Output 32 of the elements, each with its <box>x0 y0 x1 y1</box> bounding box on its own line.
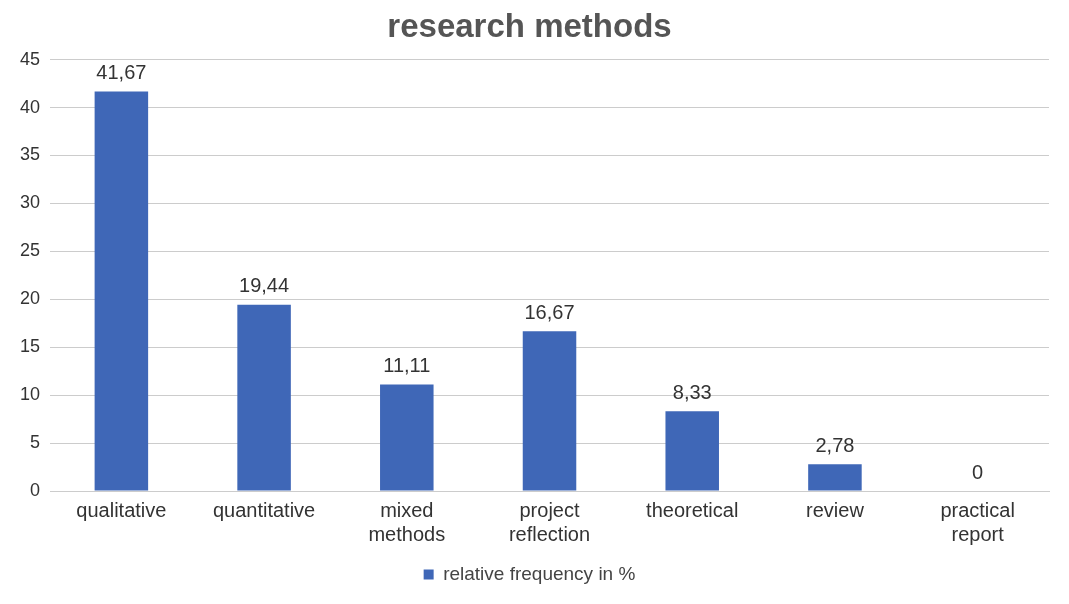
x-tick-label: mixed methods <box>368 498 446 545</box>
chart-title: research methods <box>387 6 672 44</box>
y-tick-label: 10 <box>19 384 41 405</box>
x-tick-label: quantitative <box>212 498 316 521</box>
y-tick-label: 35 <box>19 144 41 165</box>
x-tick-label: qualitative <box>76 498 167 521</box>
data-label: 11,11 <box>383 354 431 377</box>
y-tick-label: 0 <box>30 479 41 500</box>
x-tick-label: practical report <box>940 498 1015 545</box>
data-label: 16,67 <box>524 300 575 323</box>
y-tick-label: 45 <box>19 48 41 69</box>
bar <box>237 304 291 491</box>
y-tick-label: 30 <box>19 192 41 213</box>
x-tick-label: project reflection <box>508 498 591 545</box>
y-tick-label: 5 <box>30 432 41 453</box>
data-label: 0 <box>972 460 984 483</box>
y-tick-label: 15 <box>19 336 41 357</box>
y-tick-label: 25 <box>19 240 41 261</box>
bar <box>808 464 862 491</box>
bar <box>380 384 434 491</box>
data-label: 41,67 <box>96 61 147 84</box>
data-label: 19,44 <box>239 274 290 297</box>
y-tick-label: 40 <box>19 96 41 117</box>
x-tick-label: theoretical <box>646 498 739 521</box>
data-label: 8,33 <box>672 380 712 403</box>
bar <box>94 91 149 491</box>
x-tick-label: review <box>806 498 865 521</box>
bar <box>665 411 719 491</box>
data-label: 2,78 <box>815 433 855 456</box>
legend-label: relative frequency in % <box>443 562 636 584</box>
y-tick-label: 20 <box>19 288 41 309</box>
bar <box>522 331 577 491</box>
